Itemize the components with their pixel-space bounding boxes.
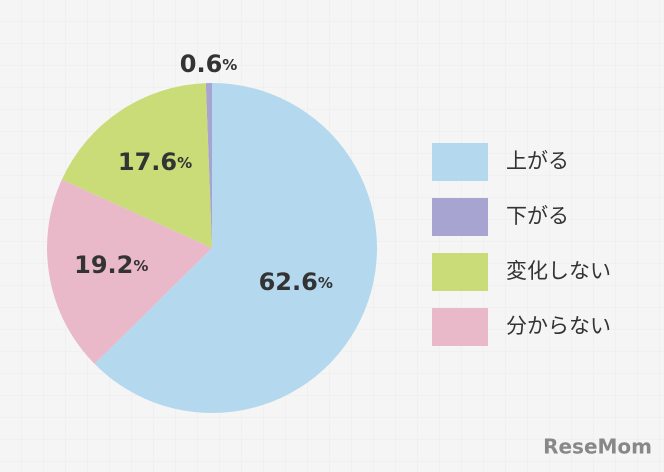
legend-swatch <box>432 143 488 181</box>
legend-label: 変化しない <box>506 259 611 283</box>
pie-slice <box>61 83 212 248</box>
value-label: 62.6% <box>259 268 333 296</box>
watermark: ReseMom <box>543 435 652 459</box>
legend-label: 下がる <box>506 204 569 228</box>
value-label: 0.6% <box>180 50 238 78</box>
pie-slice <box>94 83 377 413</box>
value-label: 19.2% <box>74 251 148 279</box>
pie-slice <box>46 179 213 364</box>
legend-label: 分からない <box>506 314 611 338</box>
legend-swatch <box>432 253 488 291</box>
legend-swatch <box>432 308 488 346</box>
value-label: 17.6% <box>118 148 192 176</box>
pie-slice <box>205 83 212 248</box>
legend-swatch <box>432 198 488 236</box>
legend-label: 上がる <box>506 149 569 173</box>
